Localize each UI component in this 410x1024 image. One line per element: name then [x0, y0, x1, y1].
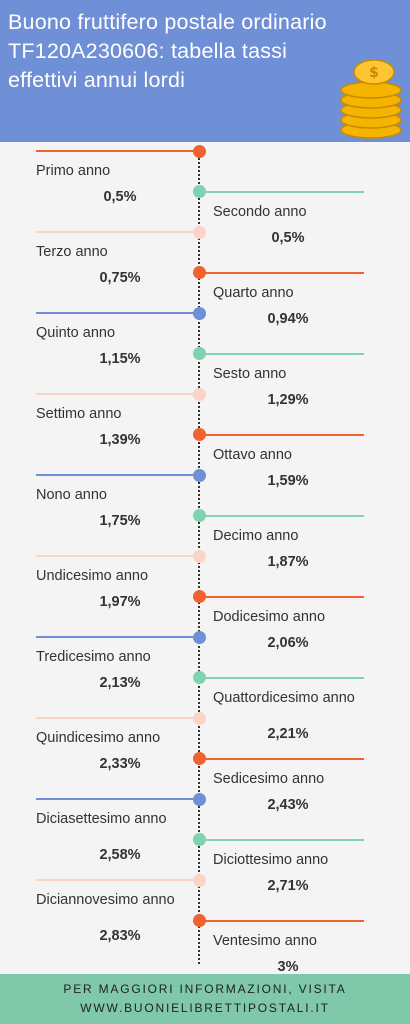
rate-value: 1,75% — [99, 513, 141, 529]
timeline-bar — [199, 190, 364, 193]
rate-value: 2,06% — [267, 634, 309, 651]
timeline: Primo anno 0,5% Secondo anno 0,5% Terzo anno… — [0, 142, 410, 975]
timeline-bar — [36, 636, 199, 638]
rate-value: 2,33% — [99, 756, 141, 772]
timeline-dot — [192, 347, 206, 360]
rate-value: 2,83% — [99, 928, 141, 944]
timeline-bar — [36, 717, 199, 719]
rate-value: 2,13% — [99, 675, 141, 691]
year-label: Secondo anno — [213, 203, 307, 220]
rate-value: 1,97% — [99, 594, 141, 610]
rate-value: 2,43% — [267, 796, 309, 813]
timeline-bar — [36, 879, 199, 881]
timeline-bar — [36, 474, 199, 476]
year-label: Ottavo anno — [213, 446, 292, 463]
timeline-bar — [199, 271, 364, 274]
footer-text: PER MAGGIORI INFORMAZIONI, VISITA — [63, 982, 347, 996]
year-label: Primo anno — [36, 163, 111, 179]
year-label: Diciottesimo anno — [213, 851, 329, 868]
timeline-dot — [192, 914, 206, 927]
year-label: Sedicesimo anno — [213, 770, 325, 787]
rate-value: 0,75% — [99, 270, 141, 286]
svg-text:$: $ — [369, 65, 379, 81]
timeline-dot — [192, 144, 206, 158]
timeline-dot — [192, 630, 206, 644]
rate-value: 0,5% — [103, 189, 137, 205]
year-label: Quindicesimo anno — [36, 730, 161, 746]
timeline-bar — [199, 757, 364, 760]
timeline-dot — [192, 225, 206, 239]
year-label: Ventesimo anno — [213, 932, 317, 949]
year-label: Dodicesimo anno — [213, 608, 326, 625]
page-title: Buono fruttifero postale ordinario TF120… — [8, 10, 327, 92]
timeline-bar — [36, 150, 199, 152]
year-label: Quattordicesimo anno — [213, 689, 355, 706]
timeline-dot — [192, 711, 206, 725]
timeline-dot — [192, 266, 206, 279]
timeline-dot — [192, 590, 206, 603]
rate-value: 2,58% — [99, 847, 141, 863]
timeline-bar — [199, 514, 364, 517]
rate-value: 0,5% — [271, 229, 305, 246]
timeline-bar — [36, 798, 199, 800]
rate-value: 1,39% — [99, 432, 141, 448]
timeline-dot — [192, 671, 206, 684]
timeline-dot — [192, 549, 206, 563]
timeline-dot — [192, 306, 206, 320]
rate-value: 1,59% — [267, 472, 309, 489]
year-label: Settimo anno — [36, 406, 122, 422]
timeline-bar — [199, 676, 364, 679]
year-label: Nono anno — [36, 487, 107, 503]
timeline-bar — [199, 433, 364, 436]
rate-value: 2,21% — [267, 725, 309, 742]
year-label: Terzo anno — [36, 244, 108, 260]
timeline-bar — [199, 352, 364, 355]
year-label: Diciannovesimo anno — [36, 892, 175, 908]
rate-value: 0,94% — [267, 310, 309, 327]
timeline-dot — [192, 387, 206, 401]
year-label: Quinto anno — [36, 325, 116, 341]
rate-value: 1,87% — [267, 553, 309, 570]
year-label: Undicesimo anno — [36, 568, 149, 584]
timeline-dot — [192, 792, 206, 806]
footer: PER MAGGIORI INFORMAZIONI, VISITA WWW.BU… — [0, 974, 410, 1024]
coin-stack-icon: $ — [340, 59, 402, 139]
timeline-dot — [192, 833, 206, 846]
rate-value: 1,29% — [267, 391, 309, 408]
timeline-bar — [199, 595, 364, 598]
year-label: Tredicesimo anno — [36, 649, 151, 665]
timeline-bar — [36, 555, 199, 557]
rate-value: 1,15% — [99, 351, 141, 367]
year-label: Decimo anno — [213, 527, 299, 544]
footer-website-link[interactable]: WWW.BUONIELIBRETTIPOSTALI.IT — [80, 1001, 330, 1015]
timeline-dot — [192, 185, 206, 198]
timeline-bar — [199, 838, 364, 841]
timeline-dot — [192, 873, 206, 887]
year-label: Sesto anno — [213, 365, 287, 382]
rate-value: 2,71% — [267, 877, 309, 894]
timeline-bar — [36, 312, 199, 314]
year-label: Diciasettesimo anno — [36, 811, 167, 827]
timeline-dot — [192, 428, 206, 441]
year-label: Quarto anno — [213, 284, 294, 301]
timeline-bar — [36, 231, 199, 233]
timeline-dot — [192, 752, 206, 765]
timeline-dot — [192, 509, 206, 522]
timeline-bar — [199, 919, 364, 922]
rate-value: 3% — [277, 958, 299, 975]
header: Buono fruttifero postale ordinario TF120… — [0, 0, 410, 142]
timeline-dot — [192, 468, 206, 482]
timeline-bar — [36, 393, 199, 395]
